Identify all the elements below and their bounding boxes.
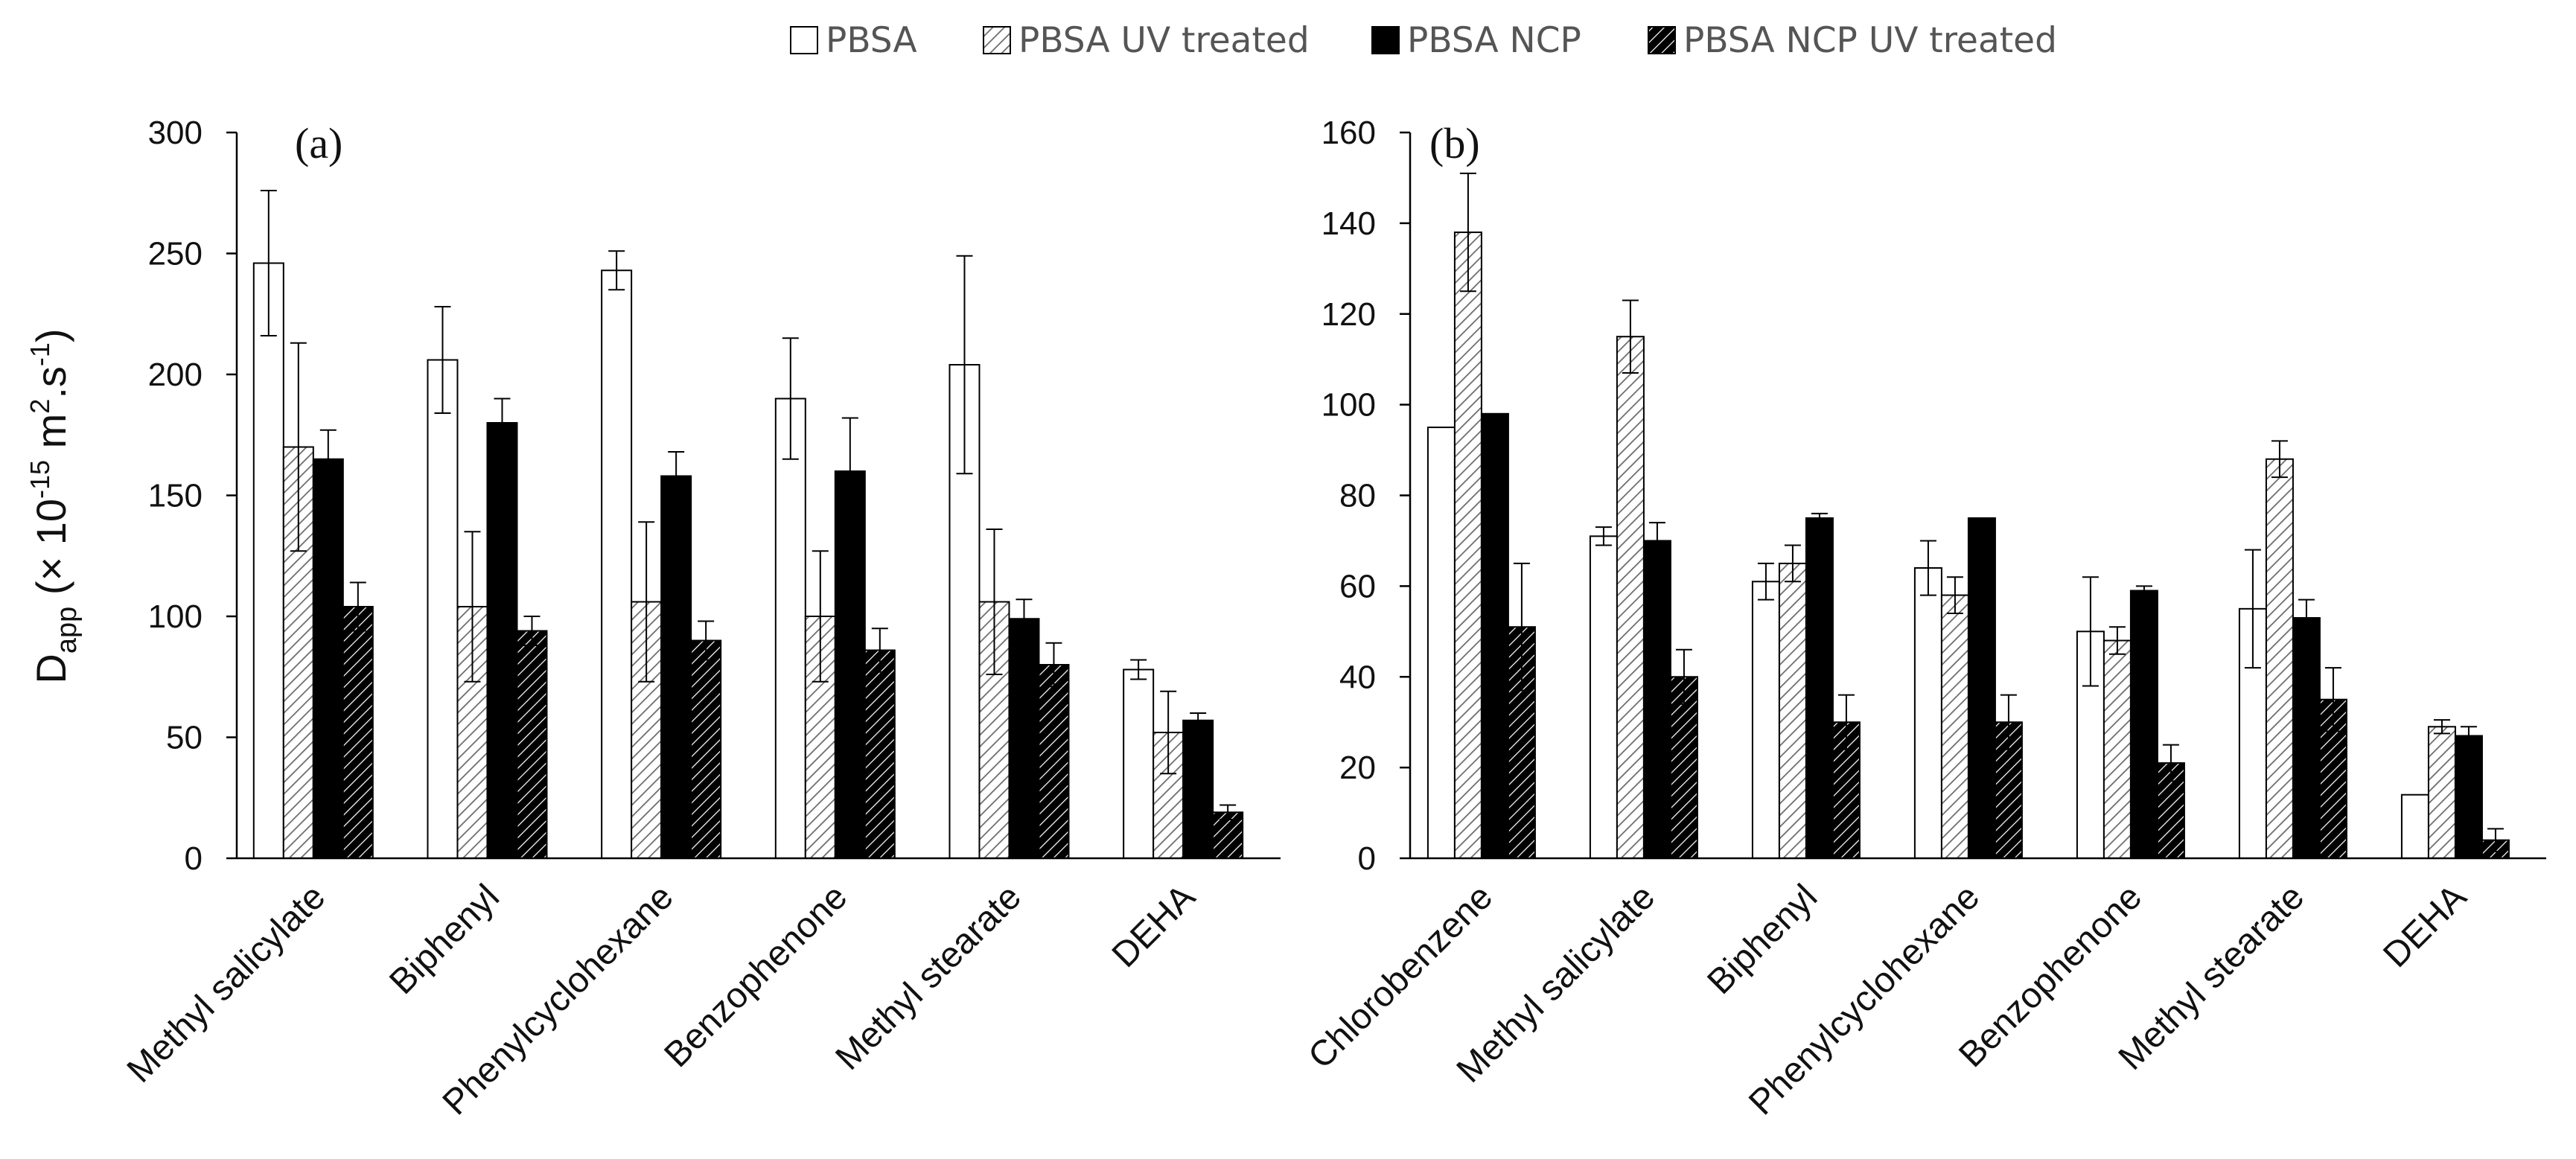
bar-pbsa-phenylcyclohexane xyxy=(601,269,633,859)
x-category-label: Methyl stearate xyxy=(828,877,1029,1078)
bar-pbsa-ncp-phenylcyclohexane xyxy=(660,475,692,859)
bar-pbsa-ncp-uv-treated-methyl-salicylate xyxy=(1669,676,1698,859)
bar-pbsa-uv-treated-deha xyxy=(2427,726,2456,859)
bar-pbsa-biphenyl xyxy=(427,359,459,859)
ylabel-exponent-2: 2 xyxy=(25,399,55,414)
y-tick-label: 50 xyxy=(166,720,203,756)
bar-pbsa-ncp-uv-treated-benzophenone xyxy=(864,649,896,859)
x-category-label: DEHA xyxy=(2376,877,2474,975)
bar-pbsa-ncp-methyl-salicylate xyxy=(312,458,344,859)
y-tick-label: 20 xyxy=(1339,750,1376,786)
bar-pbsa-ncp-biphenyl xyxy=(1805,517,1834,859)
bar-pbsa-phenylcyclohexane xyxy=(1913,567,1942,859)
ylabel-subscript: app xyxy=(51,607,83,654)
legend-swatch-dark-hatch xyxy=(1648,26,1676,54)
bar-pbsa-chlorobenzene xyxy=(1426,427,1456,859)
bar-pbsa-ncp-biphenyl xyxy=(486,422,518,859)
y-axis-title: Dapp (× 10-15 m2.s-1) xyxy=(25,328,83,683)
y-tick-label: 300 xyxy=(148,115,203,151)
legend-label: PBSA xyxy=(826,20,917,61)
bar-pbsa-ncp-deha xyxy=(2454,735,2483,859)
bar-pbsa-deha xyxy=(1123,668,1155,859)
ylabel-exponent-3: -1 xyxy=(25,342,55,366)
y-tick-label: 120 xyxy=(1322,296,1376,333)
bar-pbsa-ncp-uv-treated-methyl-stearate xyxy=(1038,664,1070,859)
bar-pbsa-uv-treated-chlorobenzene xyxy=(1453,232,1482,859)
panel-label: (b) xyxy=(1429,119,1480,167)
bar-pbsa-ncp-phenylcyclohexane xyxy=(1967,517,1996,859)
chart-panel-b: 020406080100120140160ChlorobenzeneMethyl… xyxy=(1301,115,2546,1123)
bar-pbsa-uv-treated-phenylcyclohexane xyxy=(1940,594,1969,859)
bar-pbsa-uv-treated-methyl-salicylate xyxy=(1616,336,1645,859)
bar-pbsa-ncp-benzophenone xyxy=(2129,590,2158,859)
bar-pbsa-biphenyl xyxy=(1751,581,1780,859)
y-tick-label: 200 xyxy=(148,357,203,393)
bar-pbsa-ncp-deha xyxy=(1182,719,1214,859)
legend-swatch-light-hatch xyxy=(983,26,1011,54)
legend-item-pbsa-ncp-uv-treated: PBSA NCP UV treated xyxy=(1648,20,2057,61)
x-category-label: Benzophenone xyxy=(657,877,855,1075)
y-tick-label: 40 xyxy=(1339,659,1376,695)
y-tick-label: 150 xyxy=(148,478,203,514)
bar-pbsa-ncp-methyl-salicylate xyxy=(1642,540,1671,859)
ylabel-rest: (× 10 xyxy=(28,499,74,607)
chart-panel-a: 0 50 100 150 200 250 300 Methyl salicylate Biphe… xyxy=(120,115,1281,1123)
y-tick-label: 100 xyxy=(148,598,203,635)
y-tick-label: 80 xyxy=(1339,478,1376,514)
ylabel-unit: m xyxy=(28,414,74,460)
ylabel-close: ) xyxy=(28,328,74,342)
ylabel-unit-2: .s xyxy=(28,366,74,399)
legend-item-pbsa: PBSA xyxy=(790,20,917,61)
bar-pbsa-deha xyxy=(2400,794,2429,859)
x-category-label: Methyl salicylate xyxy=(120,877,333,1090)
bar-pbsa-ncp-chlorobenzene xyxy=(1480,412,1509,859)
bar-pbsa-methyl-salicylate xyxy=(1589,535,1618,859)
legend-swatch-solid xyxy=(1371,26,1400,54)
x-category-label: DEHA xyxy=(1105,877,1203,975)
legend-item-pbsa-ncp: PBSA NCP xyxy=(1371,20,1581,61)
bar-pbsa-uv-treated-benzophenone xyxy=(2102,639,2132,859)
legend-item-pbsa-uv-treated: PBSA UV treated xyxy=(983,20,1310,61)
legend: PBSA PBSA UV treated PBSA NCP PBSA NCP UV t… xyxy=(790,20,2057,61)
y-tick-label: 140 xyxy=(1322,205,1376,242)
bar-pbsa-ncp-methyl-stearate xyxy=(1008,618,1040,859)
x-category-label: Biphenyl xyxy=(382,877,507,1002)
bar-pbsa-uv-treated-methyl-stearate xyxy=(2265,458,2294,859)
y-tick-label: 0 xyxy=(1358,840,1376,877)
y-tick-label: 250 xyxy=(148,236,203,272)
y-tick-label: 0 xyxy=(185,840,203,877)
bar-pbsa-methyl-salicylate xyxy=(252,262,284,859)
bar-pbsa-benzophenone xyxy=(774,397,806,859)
legend-label: PBSA UV treated xyxy=(1018,20,1310,61)
x-category-label: Biphenyl xyxy=(1700,877,1825,1002)
y-tick-label: 60 xyxy=(1339,568,1376,604)
y-tick-label: 160 xyxy=(1322,115,1376,151)
bar-pbsa-ncp-uv-treated-phenylcyclohexane xyxy=(690,639,722,859)
ylabel-exponent-1: -15 xyxy=(25,460,55,499)
bar-pbsa-ncp-uv-treated-biphenyl xyxy=(516,630,548,859)
bar-pbsa-ncp-benzophenone xyxy=(834,470,866,859)
legend-label: PBSA NCP UV treated xyxy=(1683,20,2057,61)
legend-label: PBSA NCP xyxy=(1407,20,1581,61)
bar-pbsa-ncp-methyl-stearate xyxy=(2292,617,2321,859)
bar-pbsa-uv-treated-biphenyl xyxy=(1778,562,1807,859)
bar-pbsa-ncp-uv-treated-methyl-salicylate xyxy=(342,606,374,859)
panel-label: (a) xyxy=(295,119,342,167)
y-tick-label: 100 xyxy=(1322,387,1376,424)
legend-swatch-open xyxy=(790,26,818,54)
ylabel-main: D xyxy=(28,654,74,683)
